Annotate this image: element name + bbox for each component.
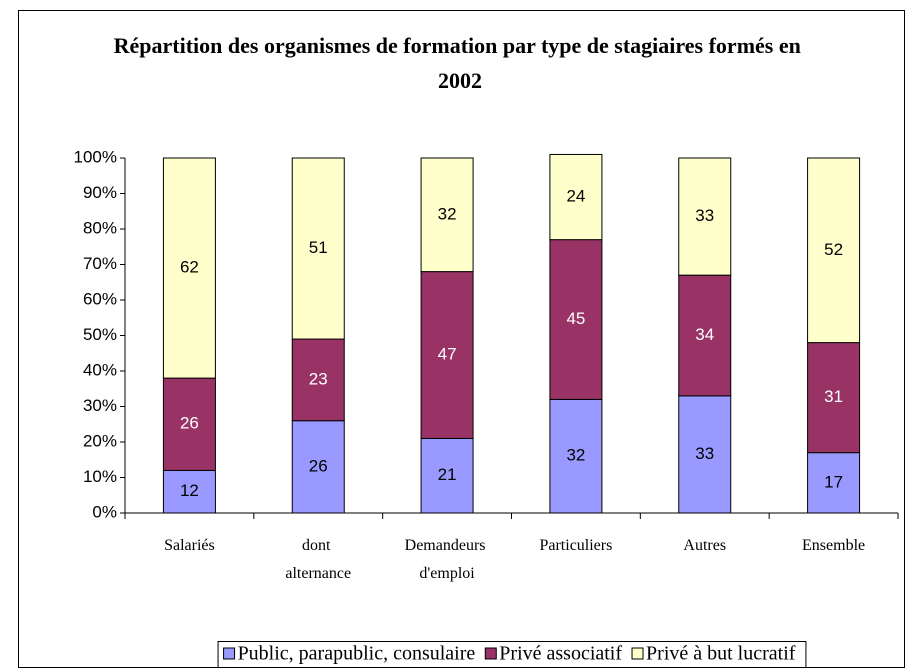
bar-segment <box>162 157 216 379</box>
data-label: 17 <box>824 472 843 491</box>
x-tick-label: Particuliers <box>539 537 612 554</box>
legend-box <box>217 641 807 668</box>
bar-segment <box>549 398 603 514</box>
bar-segment <box>549 239 603 400</box>
y-tick-label: 60% <box>83 289 117 308</box>
data-label: 33 <box>695 206 714 225</box>
y-tick-label: 30% <box>83 396 117 415</box>
y-tick-label: 40% <box>83 360 117 379</box>
data-label: 31 <box>824 387 843 406</box>
y-tick-label: 0% <box>92 502 117 521</box>
data-label: 33 <box>695 444 714 463</box>
data-label: 26 <box>180 414 199 433</box>
data-label: 45 <box>566 309 585 328</box>
bar-segment <box>291 420 345 514</box>
x-tick-label: Demandeurs d'emploi <box>405 537 490 582</box>
y-tick-label: 70% <box>83 254 117 273</box>
legend-swatch <box>223 647 236 660</box>
y-tick-label: 50% <box>83 325 117 344</box>
bar-segment <box>162 377 216 471</box>
legend-swatch <box>484 647 497 660</box>
legend-label: Privé à but lucratif <box>646 643 796 665</box>
legend-label: Public, parapublic, consulaire <box>238 643 476 665</box>
bar-segment <box>549 153 603 241</box>
bar-segment <box>291 157 345 340</box>
bar-segment <box>291 338 345 422</box>
bar-segment <box>420 157 474 273</box>
x-tick-label: Salariés <box>164 537 215 554</box>
bar-segment <box>420 437 474 514</box>
y-tick-label: 10% <box>83 467 117 486</box>
data-label: 23 <box>309 369 328 388</box>
bar-segment <box>807 342 861 454</box>
legend-swatch <box>631 647 644 660</box>
bar-segment <box>420 271 474 439</box>
y-tick-label: 100% <box>74 147 117 166</box>
x-tick-label: Ensemble <box>802 537 865 554</box>
bar-segment <box>678 157 732 276</box>
data-label: 12 <box>180 481 199 500</box>
y-tick-label: 20% <box>83 431 117 450</box>
data-label: 51 <box>309 238 328 257</box>
y-tick-label: 90% <box>83 183 117 202</box>
legend-label: Privé associatif <box>499 643 622 665</box>
x-tick-label: dont alternance <box>285 537 351 582</box>
x-tick-label: Autres <box>683 537 726 554</box>
data-label: 26 <box>309 456 328 475</box>
bar-segment <box>678 274 732 397</box>
data-label: 34 <box>695 325 714 344</box>
chart-title: Répartition des organismes de formation … <box>114 33 807 93</box>
bar-segment <box>162 469 216 514</box>
data-label: 62 <box>180 258 199 277</box>
legend: Public, parapublic, consulaire Privé asso… <box>217 641 807 668</box>
data-label: 24 <box>566 187 585 206</box>
bar-segment <box>807 452 861 514</box>
data-label: 21 <box>438 465 457 484</box>
bar-segment <box>807 157 861 344</box>
data-label: 47 <box>438 345 457 364</box>
data-label: 52 <box>824 240 843 259</box>
data-label: 32 <box>566 446 585 465</box>
data-label: 32 <box>438 204 457 223</box>
y-tick-label: 80% <box>83 218 117 237</box>
